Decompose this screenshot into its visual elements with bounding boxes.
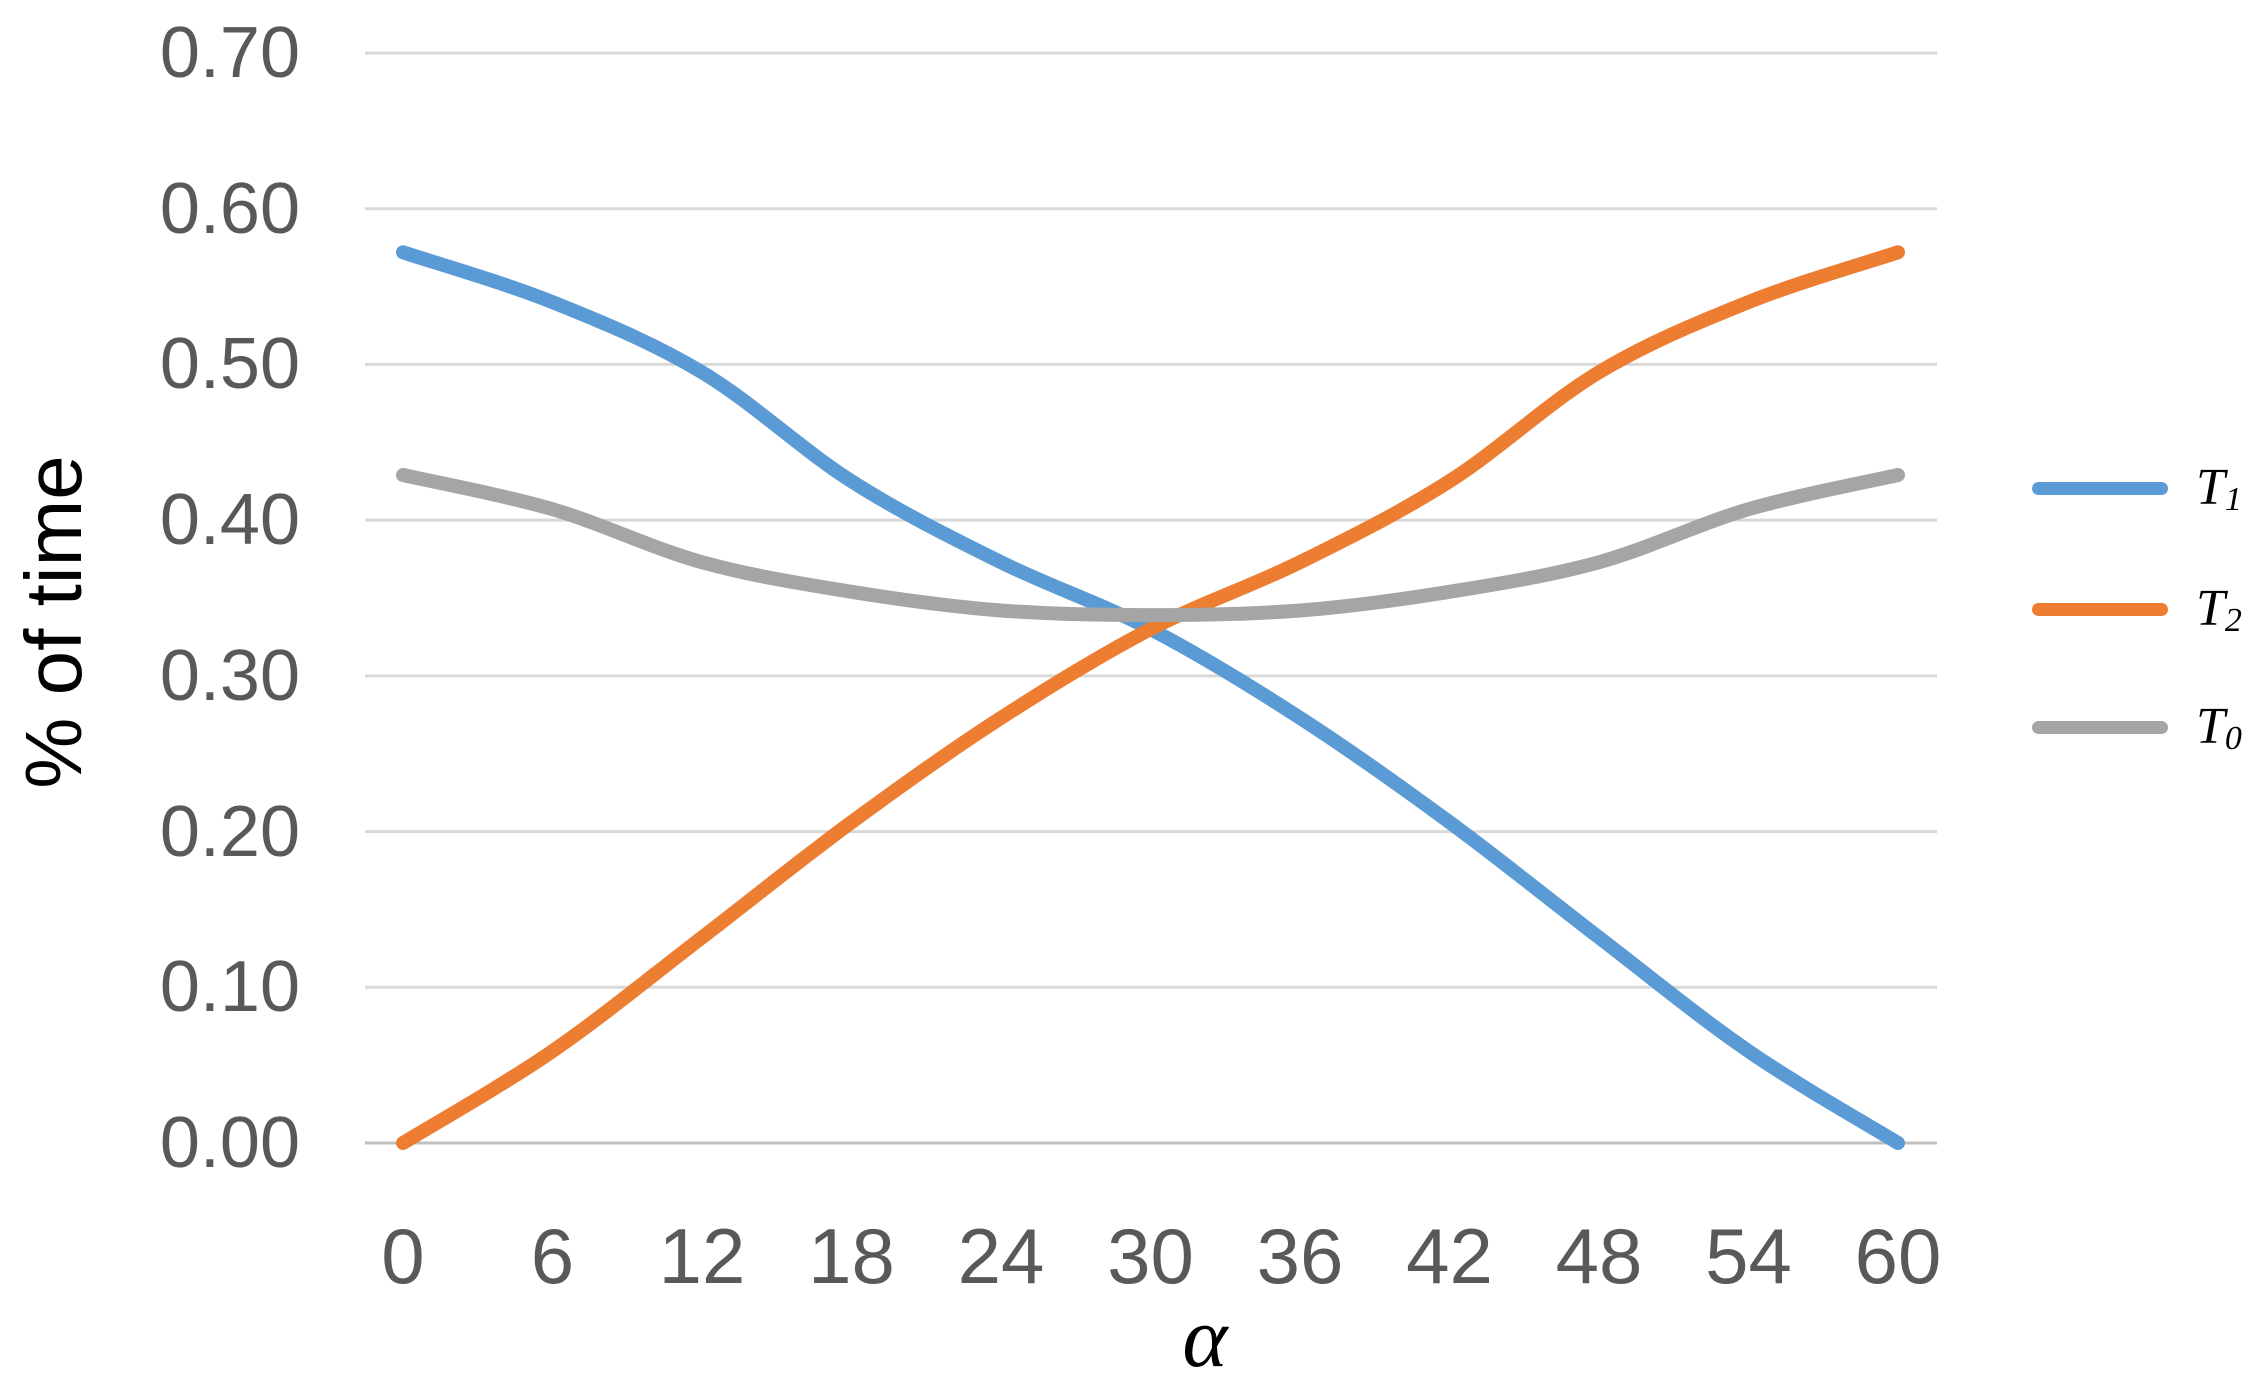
y-tick-label-0.70: 0.70 bbox=[159, 13, 300, 93]
x-tick-label-48: 48 bbox=[1555, 1212, 1643, 1300]
gridlines bbox=[365, 51, 1937, 1145]
y-tick-label-0.50: 0.50 bbox=[159, 324, 300, 405]
x-tick-label-42: 42 bbox=[1406, 1212, 1493, 1300]
legend-item-T2: T2 bbox=[2032, 580, 2242, 640]
y-tick-label-0.30: 0.30 bbox=[159, 635, 300, 716]
y-tick-label-0.40: 0.40 bbox=[159, 480, 300, 561]
x-axis-title: α bbox=[1182, 1289, 1228, 1381]
series-lines bbox=[396, 245, 1905, 1150]
y-tick-label-0.00: 0.00 bbox=[159, 1103, 300, 1183]
x-tick-label-12: 12 bbox=[658, 1212, 746, 1300]
x-tick-label-60: 60 bbox=[1854, 1212, 1942, 1300]
x-tick-label-18: 18 bbox=[808, 1212, 895, 1300]
legend-item-T1: T1 bbox=[2032, 459, 2242, 519]
x-tick-label-36: 36 bbox=[1256, 1212, 1344, 1300]
legend-marker-T1 bbox=[2032, 481, 2168, 495]
y-tick-label-0.60: 0.60 bbox=[159, 168, 300, 249]
x-tick-label-30: 30 bbox=[1107, 1212, 1194, 1300]
series-line-T1 bbox=[396, 245, 1905, 1150]
legend-label-T2: T2 bbox=[2196, 580, 2242, 640]
x-tick-label-6: 6 bbox=[530, 1212, 575, 1300]
legend-item-T0: T0 bbox=[2032, 698, 2242, 758]
legend-marker-T0 bbox=[2032, 720, 2168, 734]
y-tick-label-0.20: 0.20 bbox=[159, 791, 300, 872]
series-line-T0 bbox=[396, 468, 1905, 623]
legend-label-T1: T1 bbox=[2196, 459, 2242, 519]
series-line-T2 bbox=[396, 245, 1905, 1150]
legend-label-T0: T0 bbox=[2196, 698, 2242, 758]
x-tick-label-24: 24 bbox=[957, 1212, 1045, 1300]
legend-marker-T2 bbox=[2032, 602, 2168, 616]
y-axis-title: % of time bbox=[9, 455, 98, 789]
x-tick-label-54: 54 bbox=[1705, 1212, 1792, 1300]
y-tick-label-0.10: 0.10 bbox=[159, 947, 300, 1028]
x-tick-label-0: 0 bbox=[381, 1212, 425, 1300]
